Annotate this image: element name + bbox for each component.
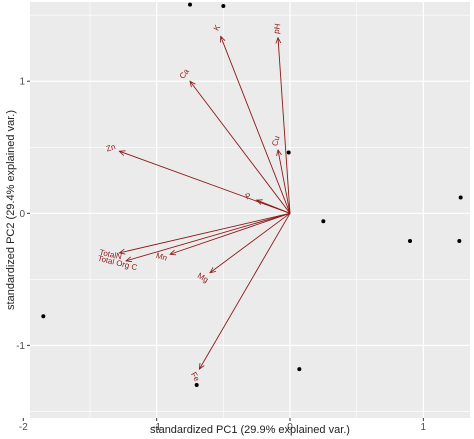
loading-arrow: [221, 36, 291, 214]
y-axis-ticks: -1 0 1: [16, 77, 30, 352]
loading-label: Cu: [270, 135, 281, 147]
x-axis-title: standardized PC1 (29.9% explained var.): [150, 424, 350, 436]
loading-label: pH: [272, 23, 283, 35]
score-point: [188, 2, 192, 7]
loading-arrow: [170, 212, 291, 254]
y-tick-label: -1: [16, 341, 25, 352]
score-point: [194, 382, 199, 387]
score-point: [321, 219, 326, 224]
score-point: [408, 239, 412, 244]
loading-label: P: [244, 191, 252, 201]
score-point: [457, 239, 462, 244]
loading-label: Zn: [105, 142, 117, 153]
score-point: [458, 195, 463, 200]
score-points: [41, 2, 463, 387]
x-axis-ticks: -2 -1 0 1: [19, 418, 427, 433]
y-tick-label: 1: [19, 77, 25, 88]
plot-panel: [30, 2, 470, 418]
loading-arrow: [278, 38, 291, 214]
loading-arrow: [199, 213, 291, 369]
x-tick-label: 0: [287, 422, 293, 433]
loading-arrow: [210, 212, 291, 272]
loading-label: Fe: [189, 370, 202, 383]
x-tick-label: 1: [421, 422, 427, 433]
score-point: [297, 367, 302, 372]
loading-arrow: [126, 212, 291, 261]
x-tick-label: -2: [19, 422, 28, 433]
score-point: [221, 3, 226, 8]
y-tick-label: 0: [19, 209, 25, 220]
loading-label: Mn: [155, 251, 168, 263]
x-tick-label: -1: [152, 422, 161, 433]
loading-arrow: [257, 200, 291, 214]
loading-label: K: [212, 23, 223, 33]
loading-arrow: [278, 150, 291, 214]
loading-arrow: [190, 81, 291, 214]
y-axis-title: standardized PC2 (29.4% explained var.): [5, 110, 17, 310]
minor-gridlines: [30, 2, 470, 418]
score-point: [286, 150, 291, 155]
loading-arrow: [119, 212, 291, 253]
score-point: [41, 314, 46, 319]
